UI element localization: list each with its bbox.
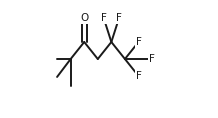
Text: F: F bbox=[101, 13, 107, 23]
Text: F: F bbox=[149, 54, 155, 64]
Text: O: O bbox=[80, 13, 88, 23]
Text: F: F bbox=[136, 37, 141, 47]
Text: F: F bbox=[136, 71, 141, 81]
Text: F: F bbox=[116, 13, 122, 23]
